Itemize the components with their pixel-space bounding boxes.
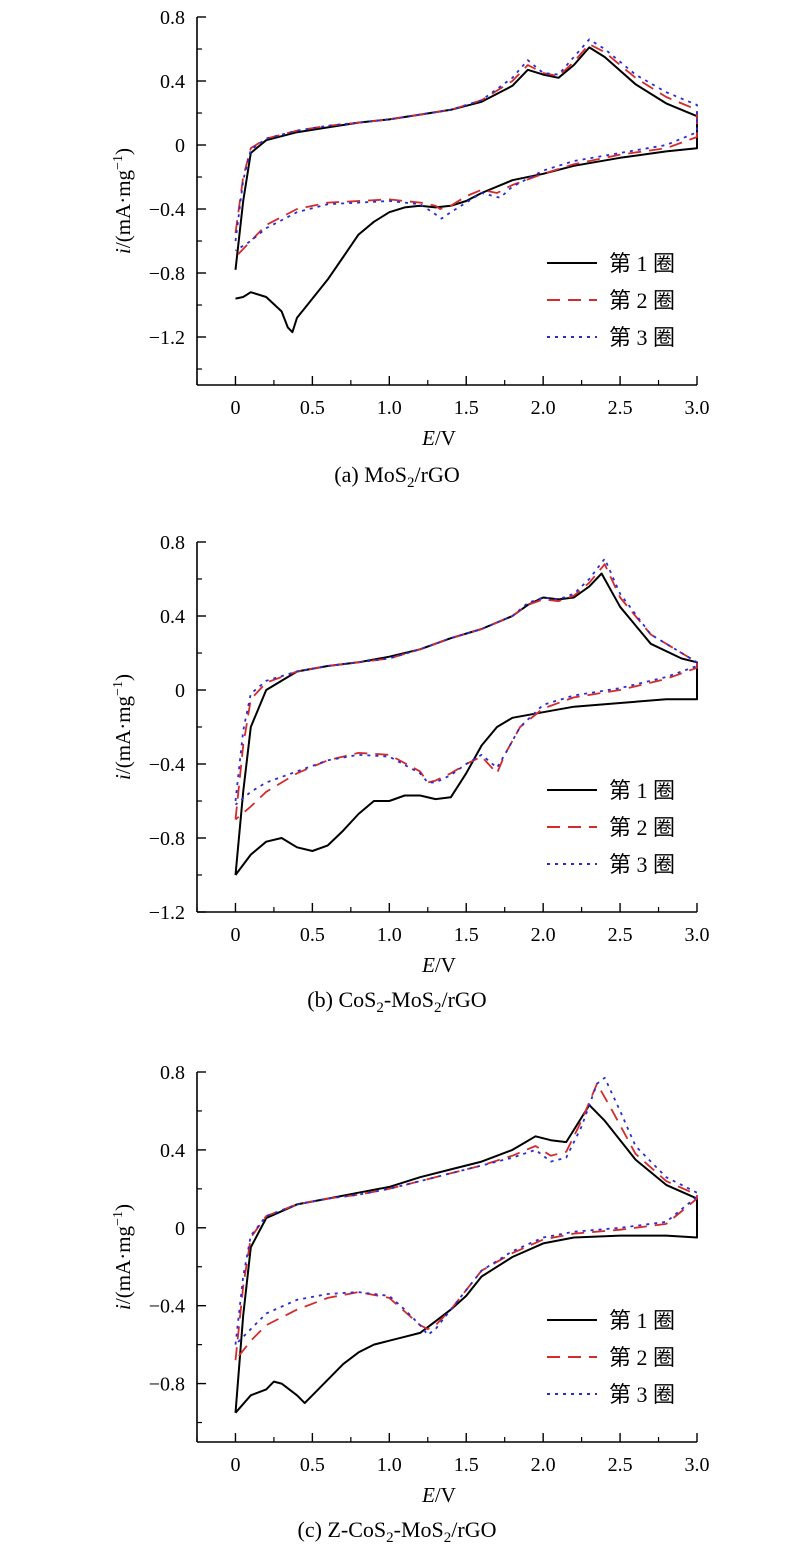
- y-axis-title: i/(mA·mg−1): [111, 1204, 135, 1310]
- x-tick-label: 2.0: [531, 1454, 556, 1476]
- y-tick-label: 0.8: [160, 1062, 185, 1084]
- y-tick-label: 0.8: [160, 532, 185, 554]
- x-tick-label: 0.5: [300, 924, 325, 946]
- y-tick-label: −1.2: [149, 327, 185, 349]
- x-tick-label: 1.5: [454, 1454, 479, 1476]
- x-axis-title: E/V: [421, 1483, 456, 1507]
- x-tick-label: 3.0: [685, 924, 710, 946]
- x-tick-label: 3.0: [685, 397, 710, 419]
- x-tick-label: 2.0: [531, 924, 556, 946]
- x-tick-label: 0.5: [300, 1454, 325, 1476]
- y-tick-label: −0.8: [149, 1374, 185, 1396]
- legend-label-cycle-3: 第 3 圈: [609, 1382, 675, 1407]
- legend-label-cycle-2: 第 2 圈: [609, 288, 675, 313]
- y-tick-label: −0.4: [149, 754, 185, 776]
- x-tick-label: 1.0: [377, 397, 402, 419]
- series-line-cycle-2: [234, 563, 698, 821]
- x-tick-label: 0: [230, 924, 240, 946]
- y-tick-label: −0.4: [149, 199, 185, 221]
- y-tick-label: 0.4: [160, 606, 185, 628]
- legend-label-cycle-2: 第 2 圈: [609, 815, 675, 840]
- y-tick-label: −0.8: [149, 263, 185, 285]
- chart-panel-1: 0 0.5 1.0 1.5 2.0 2.5 3.0 0.8 0.4 0 −0.4 −0.8 −1.2 第 …: [111, 7, 710, 491]
- panel-caption: (b) CoS2-MoS2/rGO: [307, 987, 486, 1016]
- legend-label-cycle-2: 第 2 圈: [609, 1345, 675, 1370]
- series-line-cycle-1: [234, 572, 698, 876]
- y-tick-label: 0: [175, 1218, 185, 1240]
- y-axis-title: i/(mA·mg−1): [111, 148, 135, 254]
- y-tick-label: −0.8: [149, 828, 185, 850]
- x-tick-label: 0.5: [300, 397, 325, 419]
- x-tick-label: 2.5: [608, 1454, 633, 1476]
- x-tick-label: 0: [230, 1454, 240, 1476]
- series-line-cycle-3: [234, 1076, 698, 1346]
- y-tick-label: −1.2: [149, 902, 185, 924]
- y-tick-label: −0.4: [149, 1296, 185, 1318]
- legend-label-cycle-1: 第 1 圈: [609, 251, 675, 276]
- x-tick-label: 1.0: [377, 924, 402, 946]
- y-tick-label: 0.8: [160, 7, 185, 29]
- chart-panel-2: 0 0.5 1.0 1.5 2.0 2.5 3.0 0.8 0.4 0 −0.4 −0.8 −1.2 第 …: [111, 532, 710, 1016]
- y-tick-label: 0.4: [160, 1140, 185, 1162]
- panel-caption: (c) Z-CoS2-MoS2/rGO: [298, 1517, 497, 1546]
- x-tick-label: 2.0: [531, 397, 556, 419]
- series-line-cycle-1: [234, 1104, 698, 1414]
- legend-label-cycle-3: 第 3 圈: [609, 325, 675, 350]
- x-axis-title: E/V: [421, 426, 456, 450]
- chart-panel-3: 0 0.5 1.0 1.5 2.0 2.5 3.0 0.8 0.4 0 −0.4 −0.8 第 1 圈第…: [111, 1062, 710, 1546]
- panel-caption: (a) MoS2/rGO: [334, 462, 459, 491]
- x-axis-title: E/V: [421, 953, 456, 977]
- y-tick-label: 0: [175, 135, 185, 157]
- x-tick-label: 3.0: [685, 1454, 710, 1476]
- legend-label-cycle-1: 第 1 圈: [609, 778, 675, 803]
- y-tick-label: 0.4: [160, 71, 185, 93]
- x-tick-label: 2.5: [608, 924, 633, 946]
- series-line-cycle-3: [234, 557, 698, 806]
- x-tick-label: 1.5: [454, 924, 479, 946]
- x-tick-label: 2.5: [608, 397, 633, 419]
- y-tick-label: 0: [175, 680, 185, 702]
- legend-label-cycle-1: 第 1 圈: [609, 1308, 675, 1333]
- legend-label-cycle-3: 第 3 圈: [609, 852, 675, 877]
- series-line-cycle-3: [234, 38, 698, 252]
- y-axis-title: i/(mA·mg−1): [111, 674, 135, 780]
- x-tick-label: 0: [230, 397, 240, 419]
- x-tick-label: 1.5: [454, 397, 479, 419]
- x-tick-label: 1.0: [377, 1454, 402, 1476]
